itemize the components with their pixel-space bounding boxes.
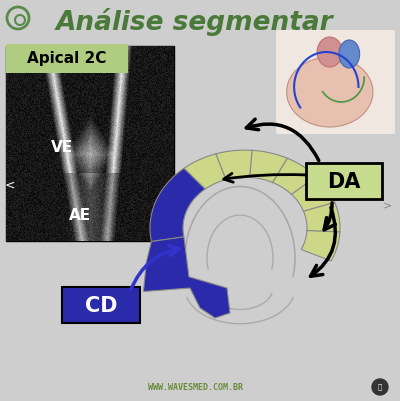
FancyBboxPatch shape — [6, 44, 128, 73]
FancyBboxPatch shape — [306, 163, 382, 199]
Polygon shape — [144, 237, 230, 318]
Circle shape — [372, 379, 388, 395]
Text: Análise segmentar: Análise segmentar — [56, 8, 334, 36]
Text: <: < — [5, 178, 15, 192]
Text: VE: VE — [51, 140, 73, 156]
Ellipse shape — [287, 57, 373, 127]
Text: CD: CD — [85, 296, 117, 316]
Text: >: > — [383, 200, 393, 210]
Text: WWW.WAVESMED.COM.BR: WWW.WAVESMED.COM.BR — [148, 383, 242, 393]
Ellipse shape — [339, 40, 360, 68]
Text: AE: AE — [69, 207, 91, 223]
Ellipse shape — [317, 37, 342, 67]
Polygon shape — [184, 150, 340, 261]
Polygon shape — [150, 168, 205, 241]
FancyBboxPatch shape — [62, 287, 140, 323]
Text: DA: DA — [327, 172, 361, 192]
FancyBboxPatch shape — [276, 30, 395, 134]
Bar — [6, 46, 174, 241]
Text: ⏸: ⏸ — [378, 384, 382, 390]
Text: Apical 2C: Apical 2C — [27, 51, 107, 67]
